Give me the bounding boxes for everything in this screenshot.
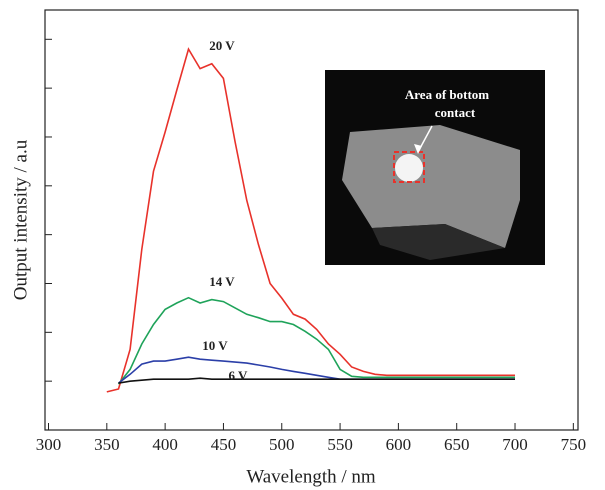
series-label: 20 V (209, 38, 235, 53)
inset-label: Area of bottom (405, 87, 489, 102)
x-tick-label: 500 (269, 435, 295, 454)
x-tick-label: 450 (211, 435, 237, 454)
x-tick-label: 300 (36, 435, 62, 454)
plot-frame (44, 9, 579, 431)
inset-arrowhead (414, 144, 422, 154)
series-line (106, 47, 515, 393)
series-line (118, 377, 515, 384)
series-label: 10 V (202, 338, 228, 353)
x-tick-label: 400 (152, 435, 178, 454)
inset-contact-box (393, 151, 425, 183)
series-label: 6 V (229, 368, 249, 383)
series-label: 14 V (209, 274, 235, 289)
inset-glow (395, 154, 423, 182)
x-tick-label: 600 (386, 435, 412, 454)
inset-label: contact (435, 105, 476, 120)
x-tick-label: 650 (444, 435, 470, 454)
x-tick-label: 550 (327, 435, 353, 454)
x-tick-label: 700 (502, 435, 528, 454)
inset-sample (342, 125, 520, 248)
inset-shadow (372, 224, 505, 260)
x-axis-title: Wavelength / nm (246, 466, 376, 487)
inset-image: Area of bottom contact (325, 70, 545, 265)
y-axis-title: Output intensity / a.u (10, 139, 31, 300)
series-line (117, 296, 515, 385)
x-tick-label: 350 (94, 435, 120, 454)
x-tick-label: 750 (561, 435, 587, 454)
